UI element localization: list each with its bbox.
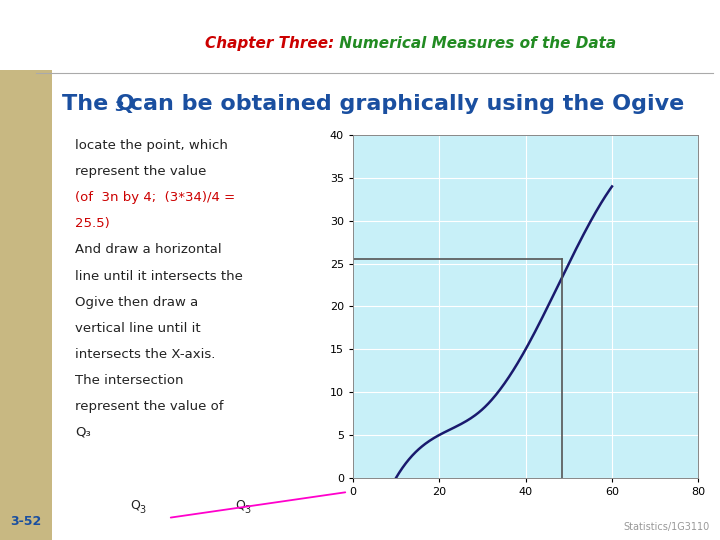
Text: 25.5): 25.5)	[75, 218, 109, 231]
Text: The Q: The Q	[62, 94, 135, 114]
Text: Q: Q	[130, 499, 140, 512]
Text: line until it intersects the: line until it intersects the	[75, 269, 243, 282]
Text: 3: 3	[114, 100, 124, 114]
Text: Numerical Measures of the Data: Numerical Measures of the Data	[334, 36, 616, 51]
Text: represent the value of: represent the value of	[75, 400, 223, 413]
Text: (of  3n by 4;  (3*34)/4 =: (of 3n by 4; (3*34)/4 =	[75, 191, 235, 205]
Text: Chapter Three:: Chapter Three:	[204, 36, 334, 51]
Text: And draw a horizontal: And draw a horizontal	[75, 244, 222, 256]
Text: Q: Q	[235, 499, 245, 512]
Text: intersects the X-axis.: intersects the X-axis.	[75, 348, 215, 361]
Text: represent the value: represent the value	[75, 165, 207, 178]
Text: Ogive then draw a: Ogive then draw a	[75, 295, 198, 308]
Text: 3: 3	[139, 505, 145, 515]
Text: 3: 3	[244, 505, 250, 515]
Text: locate the point, which: locate the point, which	[75, 139, 228, 152]
Text: The intersection: The intersection	[75, 374, 184, 387]
Text: Statistics/1G3110: Statistics/1G3110	[624, 522, 710, 532]
Text: vertical line until it: vertical line until it	[75, 322, 201, 335]
Text: 3-52: 3-52	[10, 515, 41, 528]
Bar	[0, 70, 52, 540]
Text: can be obtained graphically using the Ogive: can be obtained graphically using the Og…	[122, 94, 684, 114]
Text: Q₃: Q₃	[75, 426, 91, 439]
